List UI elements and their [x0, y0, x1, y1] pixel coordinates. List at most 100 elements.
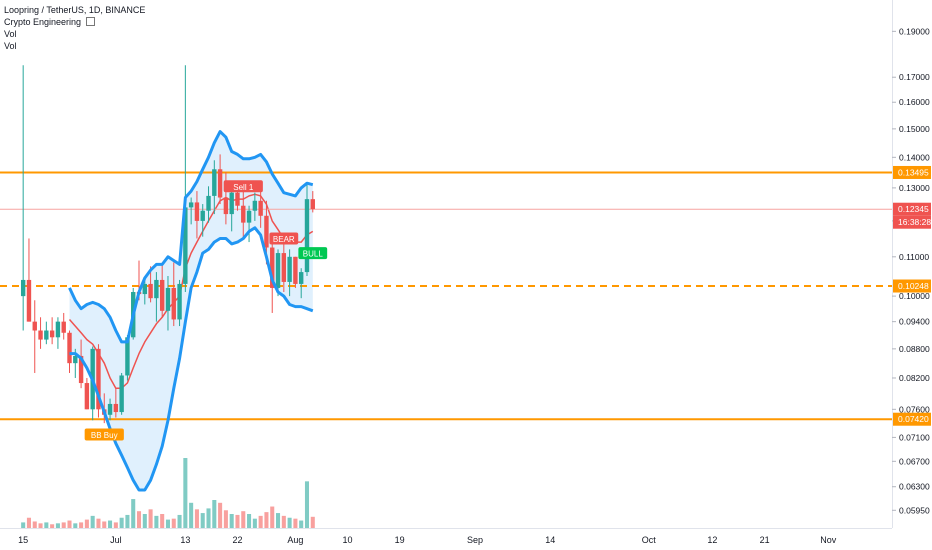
volume-bar: [136, 511, 142, 528]
volume-bar: [61, 522, 66, 528]
volume-bar: [258, 515, 263, 528]
signal-label-background: [84, 428, 124, 441]
volume-bar: [206, 508, 211, 528]
price-tick-label: 0.15000: [899, 124, 930, 134]
candle-body: [188, 202, 194, 208]
candle-body: [293, 256, 298, 284]
volume-bar: [90, 515, 95, 528]
candle-body: [252, 200, 258, 211]
volume-bar: [252, 518, 257, 528]
volume-bar: [55, 523, 60, 528]
volume-bar: [275, 513, 281, 528]
volume-bar: [165, 519, 171, 528]
price-tick-label: 0.07600: [899, 404, 930, 414]
volume-bar: [79, 522, 84, 528]
signal-label: BEAR: [269, 232, 299, 245]
volume-bar: [177, 514, 182, 528]
time-tick-label: Nov: [820, 535, 837, 545]
price-tick-label: 0.08800: [899, 344, 930, 354]
volume-bar: [44, 522, 49, 528]
time-tick-label: Jul: [110, 535, 122, 545]
volume-bar: [229, 514, 234, 528]
price-badge: [893, 165, 931, 179]
signal-label-background: [223, 180, 263, 193]
price-tick-label: 0.19000: [899, 26, 930, 36]
signal-label: Sell 1: [223, 180, 263, 193]
candle-body: [125, 337, 130, 376]
price-tick-label: 0.17000: [899, 72, 930, 82]
candle-body: [55, 321, 61, 338]
time-tick-label: 13: [180, 535, 190, 545]
candle-body: [154, 279, 159, 299]
candle-body: [119, 375, 124, 413]
volume-bar: [125, 514, 130, 528]
candle-body: [96, 348, 101, 410]
price-tick-label: 0.16000: [899, 97, 930, 107]
time-tick-label: 15: [18, 535, 28, 545]
time-tick-label: 19: [395, 535, 405, 545]
time-axis: 15 Jul 13 22 Aug 10 19 Sep 14 Oct 12 21 Nov: [18, 535, 837, 545]
candle-body: [246, 210, 252, 223]
price-tick-label: 0.11000: [899, 252, 929, 262]
candle-body: [44, 330, 49, 340]
volume-bar: [241, 511, 246, 528]
volume-indicator-1: Vol: [4, 29, 17, 39]
candle-body: [212, 169, 217, 196]
volume-bar: [96, 518, 101, 528]
volume-bar: [67, 520, 72, 528]
volume-bar: [281, 515, 286, 528]
candle-body: [200, 210, 205, 221]
symbol-title: Loopring / TetherUS, 1D, BINANCE: [4, 5, 146, 15]
volume-bar: [194, 509, 199, 528]
price-badge-label: 0.10248: [898, 281, 929, 291]
candle-body: [223, 197, 229, 215]
volume-bar: [223, 510, 228, 528]
volume-bar: [299, 520, 304, 528]
time-tick-label: Oct: [642, 535, 657, 545]
candle-body: [142, 283, 148, 295]
price-badge-label: 16:38:28: [898, 217, 931, 227]
bollinger-band-fill: [69, 131, 313, 490]
candle-body: [177, 283, 182, 320]
volume-bar: [212, 500, 217, 528]
volume-bar: [154, 515, 159, 528]
indicator-name: Crypto Engineering: [4, 17, 82, 27]
indicator-row[interactable]: Crypto Engineering: [4, 16, 145, 28]
indicator-settings-icon[interactable]: [85, 17, 95, 26]
moving-average-line: [68, 193, 314, 389]
volume-bar: [171, 518, 176, 528]
bollinger-upper-line: [68, 130, 314, 344]
price-tick-label: 0.06700: [899, 456, 930, 466]
time-tick-label: 14: [545, 535, 555, 545]
time-tick-label: 10: [343, 535, 353, 545]
candle-body: [310, 199, 315, 210]
candle-body: [241, 205, 246, 223]
signal-label-text: BB Buy: [91, 431, 118, 440]
price-badge: [893, 279, 931, 293]
volume-bar: [310, 516, 315, 528]
candle-body: [32, 321, 37, 331]
signal-label-background: [298, 247, 328, 260]
signal-label: BULL: [298, 247, 328, 260]
volume-bar: [50, 524, 55, 528]
volume-bar: [113, 522, 118, 528]
time-tick-label: Aug: [287, 535, 303, 545]
volume-indicator-2: Vol: [4, 41, 17, 51]
price-badge-label: 0.12345: [898, 204, 929, 214]
volume-bar: [247, 514, 252, 528]
candle-body: [270, 247, 275, 288]
candle-body: [194, 202, 200, 221]
volume-bar: [218, 502, 223, 528]
volume-bar: [142, 514, 147, 528]
volume-bar: [84, 519, 89, 528]
volume-bar: [119, 517, 124, 528]
volume-bar: [304, 481, 310, 528]
candle-body: [258, 200, 263, 216]
volume-bars: [21, 458, 315, 528]
signal-label: BB Buy: [84, 428, 124, 441]
candle-body: [206, 195, 211, 211]
price-tick-label: 0.10000: [899, 291, 930, 301]
volume-bar: [131, 499, 136, 528]
signal-label-text: BEAR: [273, 235, 295, 244]
